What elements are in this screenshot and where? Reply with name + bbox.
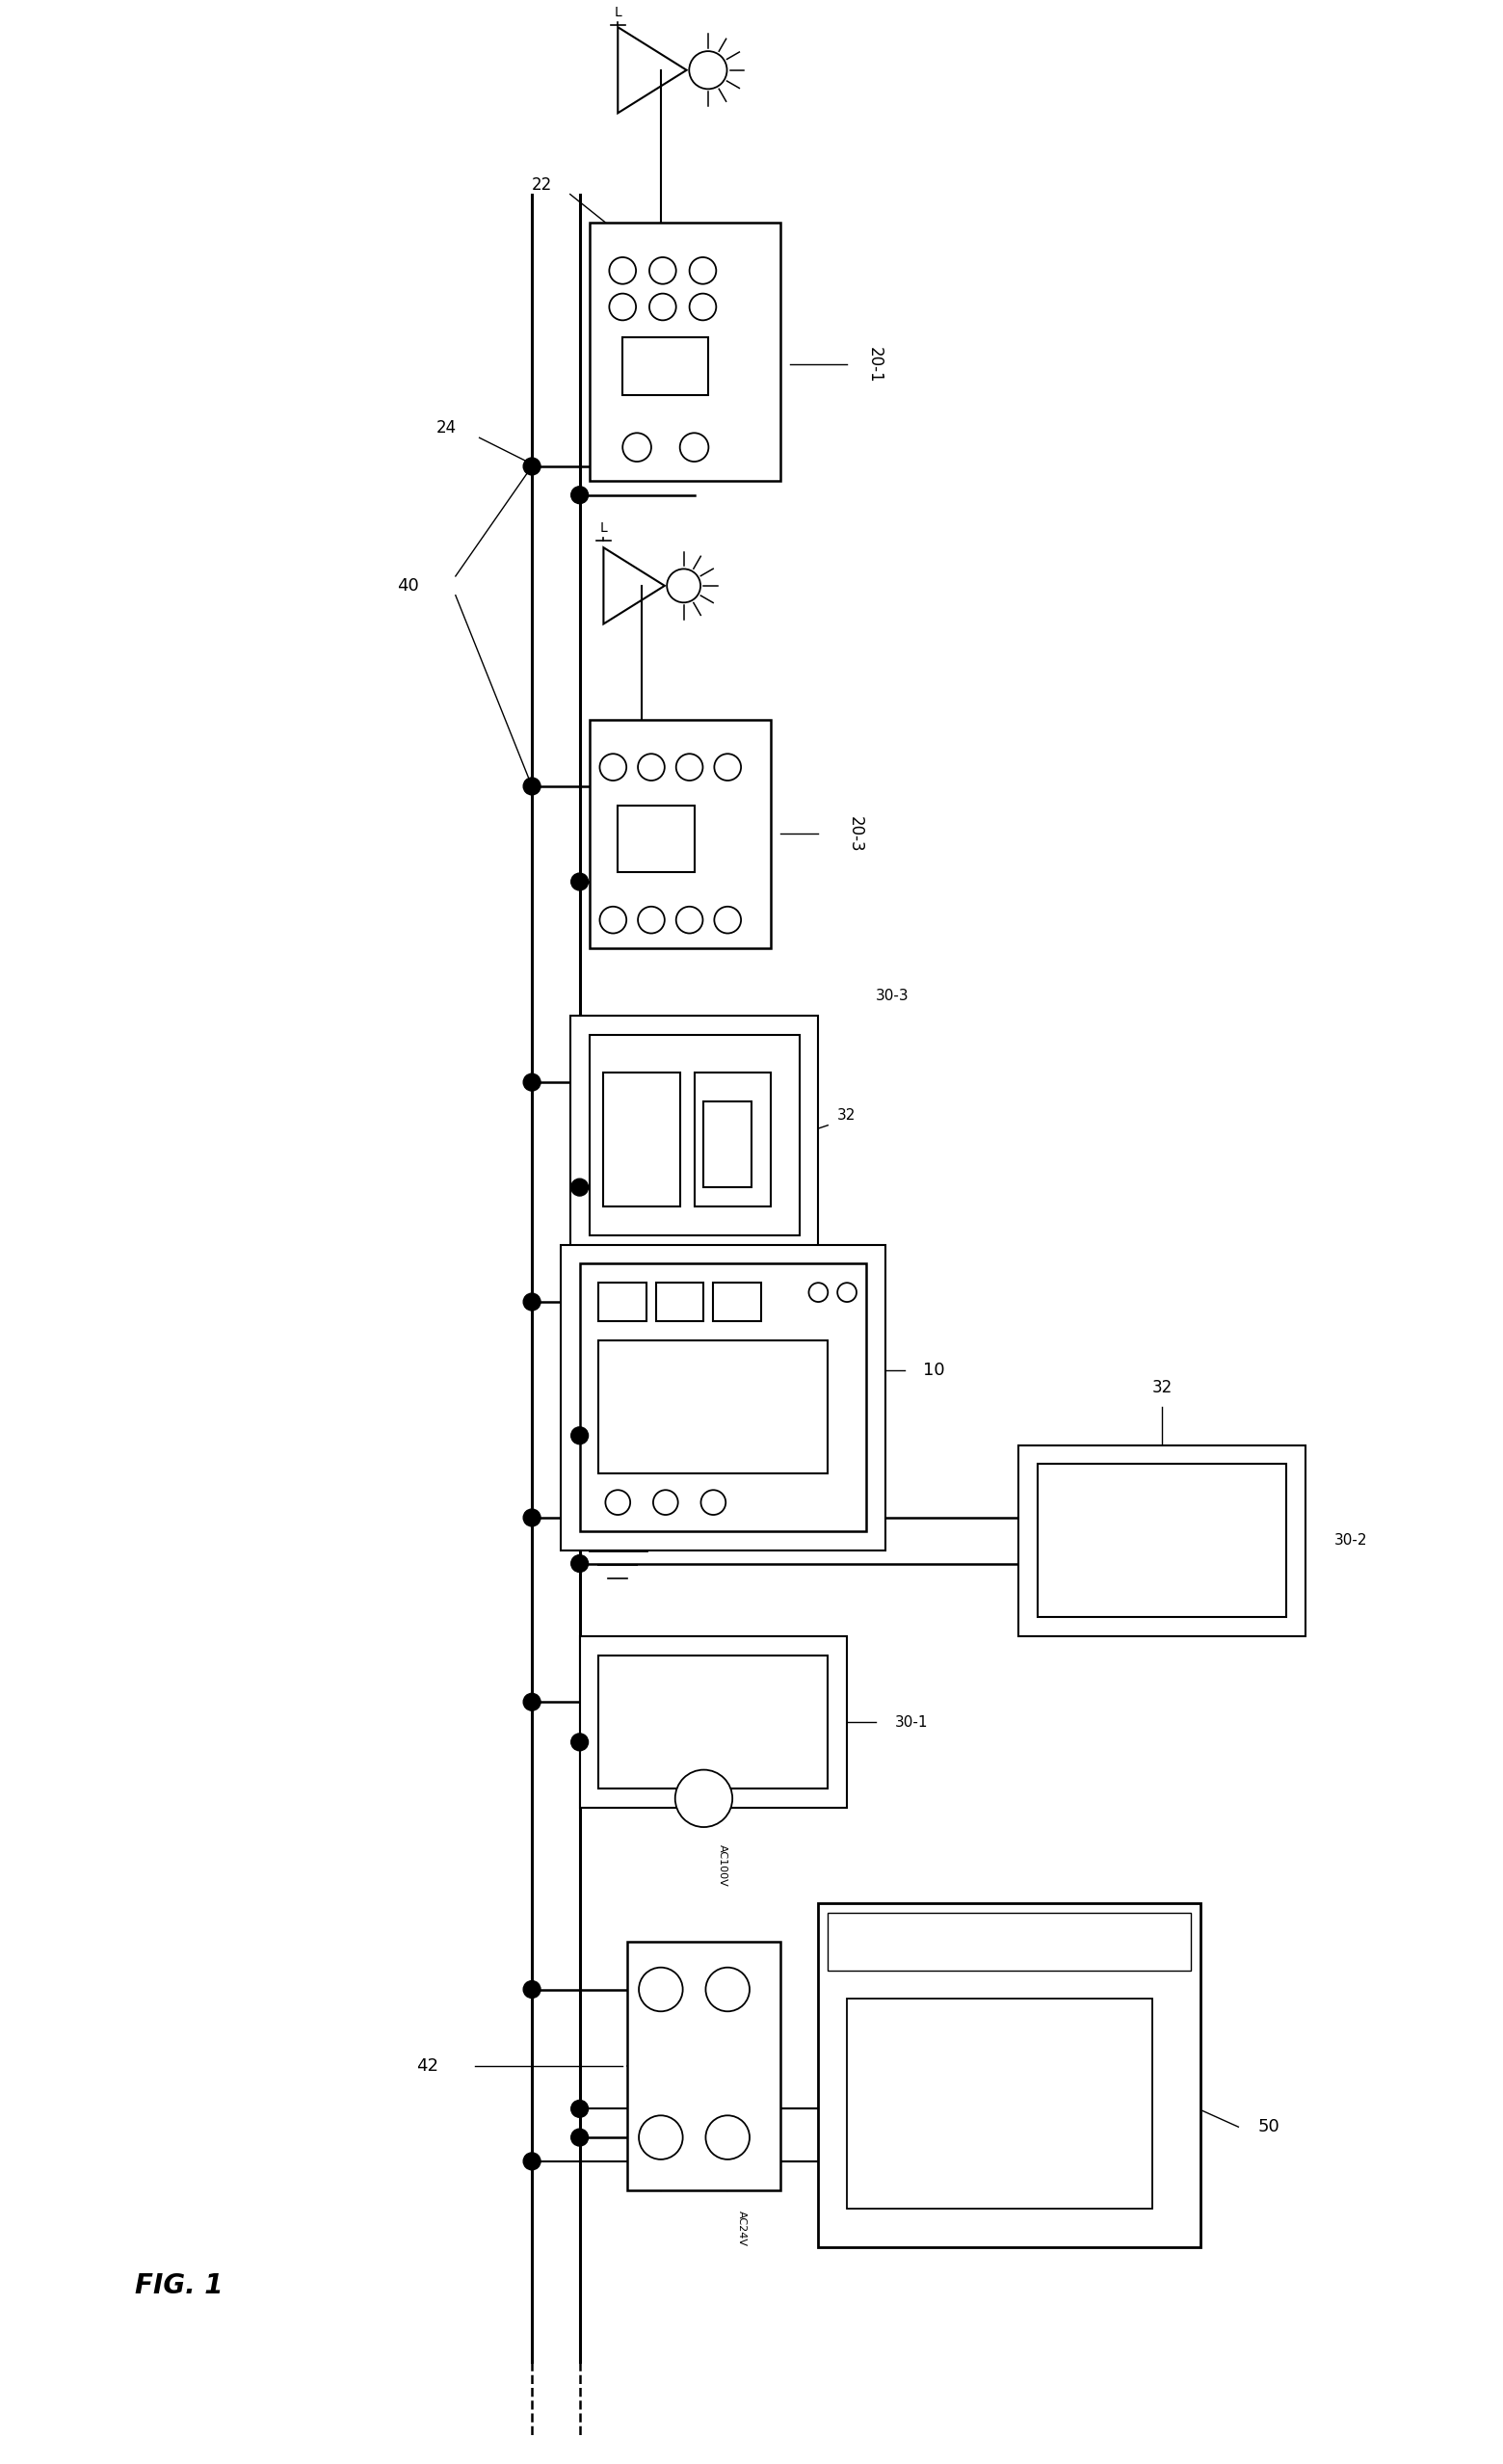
- Bar: [580, 1636, 848, 1809]
- Circle shape: [523, 458, 541, 476]
- Text: 30-3: 30-3: [876, 988, 909, 1003]
- Circle shape: [649, 256, 676, 283]
- Bar: [818, 1905, 1201, 2247]
- Circle shape: [571, 1427, 588, 1444]
- Text: 24: 24: [436, 419, 457, 436]
- Bar: [627, 1942, 780, 2190]
- Text: 20-3: 20-3: [848, 816, 864, 853]
- Circle shape: [571, 2099, 588, 2117]
- Circle shape: [571, 1555, 588, 1572]
- Circle shape: [675, 1769, 732, 1828]
- Circle shape: [523, 779, 541, 796]
- Circle shape: [639, 2117, 682, 2158]
- Circle shape: [523, 1294, 541, 1311]
- Circle shape: [637, 907, 664, 934]
- Circle shape: [637, 754, 664, 781]
- Circle shape: [609, 293, 636, 320]
- Bar: [828, 1912, 1190, 1971]
- Bar: [598, 1284, 646, 1321]
- Bar: [589, 1035, 800, 1234]
- Circle shape: [706, 1966, 750, 2011]
- Bar: [618, 806, 694, 872]
- Text: FIG. 1: FIG. 1: [135, 2272, 222, 2299]
- Bar: [570, 1015, 818, 1254]
- Bar: [598, 1656, 828, 1789]
- Circle shape: [837, 1284, 857, 1301]
- Text: 20-1: 20-1: [866, 347, 884, 382]
- Circle shape: [523, 1693, 541, 1710]
- Text: 22: 22: [531, 175, 552, 192]
- Text: L: L: [600, 522, 607, 535]
- Circle shape: [571, 2129, 588, 2146]
- Circle shape: [809, 1284, 828, 1301]
- Circle shape: [714, 907, 741, 934]
- Circle shape: [523, 1981, 541, 1998]
- Text: 32: 32: [1151, 1380, 1172, 1397]
- Bar: [580, 1264, 866, 1530]
- Bar: [589, 222, 780, 480]
- Circle shape: [571, 485, 588, 503]
- Bar: [655, 1284, 703, 1321]
- Text: 10: 10: [923, 1363, 945, 1380]
- Circle shape: [706, 2117, 750, 2158]
- Circle shape: [690, 256, 715, 283]
- Circle shape: [676, 754, 703, 781]
- Text: 30-1: 30-1: [894, 1715, 927, 1730]
- Circle shape: [606, 1491, 630, 1515]
- Circle shape: [571, 872, 588, 890]
- Circle shape: [523, 1074, 541, 1092]
- Bar: [589, 719, 771, 949]
- Circle shape: [649, 293, 676, 320]
- Circle shape: [679, 434, 708, 461]
- Circle shape: [667, 569, 700, 604]
- Text: AC100V: AC100V: [718, 1843, 727, 1887]
- Bar: [598, 1340, 828, 1473]
- Circle shape: [676, 907, 703, 934]
- Circle shape: [600, 907, 627, 934]
- Text: L: L: [615, 5, 622, 20]
- Circle shape: [700, 1491, 726, 1515]
- Text: 40: 40: [397, 577, 419, 594]
- Circle shape: [523, 1508, 541, 1525]
- Text: 30-2: 30-2: [1333, 1533, 1368, 1547]
- Circle shape: [600, 754, 627, 781]
- Text: 50: 50: [1258, 2119, 1279, 2136]
- Bar: [703, 1101, 752, 1188]
- Bar: [694, 1072, 771, 1207]
- Text: 42: 42: [416, 2057, 437, 2075]
- Circle shape: [523, 2154, 541, 2171]
- Circle shape: [639, 1966, 682, 2011]
- Circle shape: [622, 434, 651, 461]
- Circle shape: [571, 1735, 588, 1752]
- Bar: [714, 1284, 761, 1321]
- Bar: [1019, 1444, 1305, 1636]
- Circle shape: [609, 256, 636, 283]
- Circle shape: [571, 1178, 588, 1195]
- Bar: [1039, 1464, 1287, 1616]
- Circle shape: [654, 1491, 678, 1515]
- Bar: [604, 1072, 679, 1207]
- Circle shape: [690, 52, 727, 89]
- Bar: [561, 1244, 885, 1550]
- Circle shape: [714, 754, 741, 781]
- Text: AC24V: AC24V: [736, 2210, 747, 2247]
- Text: 32: 32: [837, 1109, 857, 1124]
- Bar: [622, 338, 708, 394]
- Bar: [848, 1998, 1153, 2210]
- Circle shape: [690, 293, 715, 320]
